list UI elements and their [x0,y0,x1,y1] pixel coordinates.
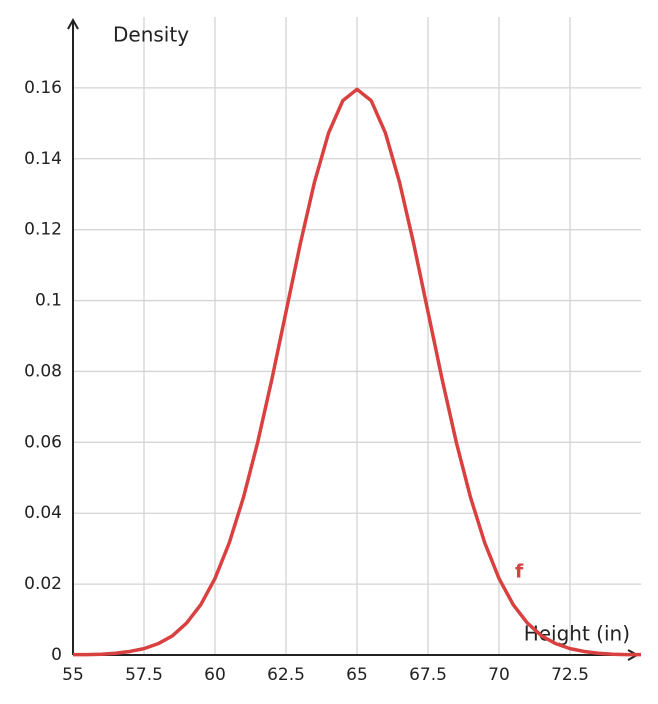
y-tick-label: 0.16 [24,78,62,98]
y-tick-label: 0.14 [24,149,62,169]
y-tick-label: 0.08 [24,361,62,381]
x-tick-label: 57.5 [125,665,163,685]
y-tick-label: 0.12 [24,220,62,240]
x-tick-label: 55 [62,665,84,685]
x-tick-label: 72.5 [551,665,589,685]
grid [73,17,641,655]
y-tick-label: 0.02 [24,574,62,594]
x-tick-label: 60 [204,665,226,685]
y-tick-label: 0.06 [24,432,62,452]
x-tick-label: 62.5 [267,665,305,685]
x-tick-label: 65 [346,665,368,685]
y-tick-label: 0 [51,645,62,665]
x-tick-label: 70 [488,665,510,685]
y-axis-label: Density [113,23,189,47]
y-tick-label: 0.04 [24,503,62,523]
line [73,87,641,657]
y-axis-arrow [67,17,79,30]
y-tick-label: 0.1 [35,291,62,311]
x-tick-label: 67.5 [409,665,447,685]
curve-label: f [515,561,524,583]
